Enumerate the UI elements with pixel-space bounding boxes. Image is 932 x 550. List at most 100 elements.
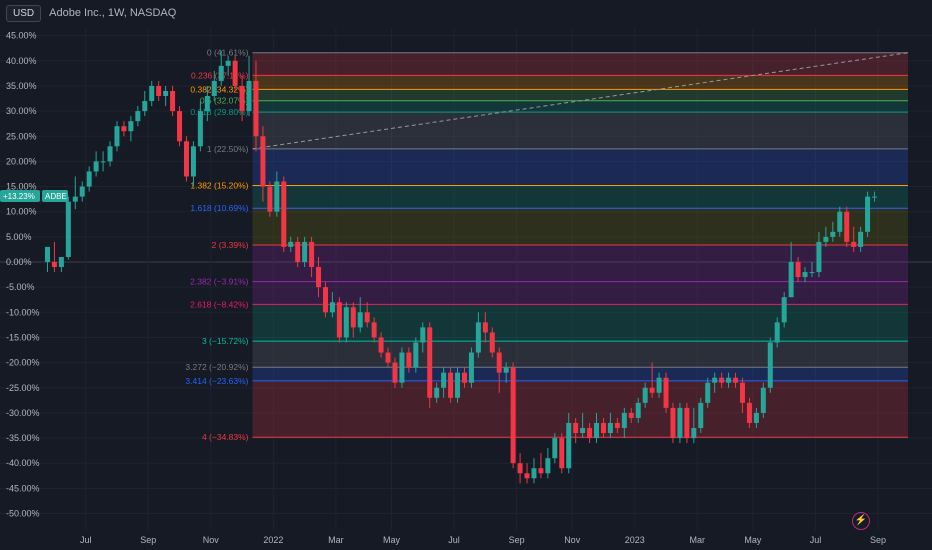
fibonacci-extension[interactable]: 0 (41.61%)0.236 (37.11%)0.382 (34.32%)0.… bbox=[185, 48, 909, 442]
candle-body bbox=[288, 241, 294, 247]
candle-body bbox=[309, 241, 315, 268]
fib-level-label: 0.618 (29.80%) bbox=[190, 107, 248, 117]
candle-body bbox=[434, 387, 440, 398]
candle-body bbox=[427, 327, 433, 398]
candle-body bbox=[594, 422, 600, 439]
currency-button[interactable]: USD bbox=[6, 4, 42, 22]
y-axis: 45.00% 40.00% 35.00% 30.00% 25.00% 20.00% 15.0… bbox=[6, 31, 40, 519]
fib-zone bbox=[252, 89, 908, 101]
candle-body bbox=[607, 422, 613, 434]
candle-body bbox=[566, 422, 572, 469]
candle-body bbox=[211, 80, 217, 97]
candle-body bbox=[600, 422, 606, 434]
y-tick-label: -50.00% bbox=[6, 509, 40, 519]
lightning-icon[interactable]: ⚡ bbox=[852, 512, 870, 530]
candle-body bbox=[336, 302, 342, 338]
candle-body bbox=[482, 322, 488, 333]
fib-level-label: 3 (−15.72%) bbox=[202, 336, 249, 346]
candle-body bbox=[72, 196, 78, 202]
fib-zone bbox=[252, 100, 908, 113]
candle-body bbox=[392, 362, 398, 383]
candle-body bbox=[795, 262, 801, 278]
candle-body bbox=[510, 367, 516, 464]
candle-body bbox=[739, 382, 745, 403]
candle-body bbox=[385, 352, 391, 363]
price-badge-ticker: ADBE bbox=[45, 192, 67, 201]
y-tick-label: -15.00% bbox=[6, 332, 40, 342]
x-tick-label: May bbox=[744, 535, 762, 545]
candle-body bbox=[79, 186, 85, 197]
fib-trend-line bbox=[252, 52, 909, 150]
candle-body bbox=[253, 80, 259, 137]
candle-body bbox=[93, 161, 99, 172]
x-tick-label: Mar bbox=[690, 535, 706, 545]
candle-body bbox=[295, 241, 301, 262]
candle-body bbox=[684, 407, 690, 439]
x-tick-label: Nov bbox=[203, 535, 220, 545]
candle-body bbox=[316, 267, 322, 288]
candle-body bbox=[614, 422, 620, 428]
candle-body bbox=[503, 367, 509, 373]
fib-level-label: 4 (−34.83%) bbox=[202, 432, 249, 442]
candle-body bbox=[628, 412, 634, 418]
candle-body bbox=[538, 468, 544, 474]
candle-body bbox=[461, 372, 467, 383]
candle-body bbox=[781, 297, 787, 323]
x-tick-label: Jul bbox=[810, 535, 822, 545]
candle-body bbox=[830, 231, 836, 237]
fib-level-label: 2.618 (−8.42%) bbox=[190, 299, 249, 309]
candle-body bbox=[719, 377, 725, 383]
fib-level-label: 0 (41.61%) bbox=[207, 48, 249, 58]
candle-body bbox=[114, 126, 120, 147]
candle-body bbox=[364, 312, 370, 323]
y-tick-label: 25.00% bbox=[6, 131, 37, 141]
x-tick-label: 2023 bbox=[625, 535, 645, 545]
fib-zone bbox=[252, 52, 908, 76]
fib-level-label: 2 (3.39%) bbox=[212, 240, 249, 250]
candle-body bbox=[573, 422, 579, 434]
candle-body bbox=[58, 256, 64, 268]
symbol-title: Adobe Inc., 1W, NASDAQ bbox=[49, 7, 177, 19]
candle-body bbox=[170, 90, 176, 112]
candle-body bbox=[177, 111, 183, 142]
candle-body bbox=[302, 241, 308, 262]
candle-body bbox=[753, 412, 759, 423]
y-tick-label: -10.00% bbox=[6, 307, 40, 317]
fib-level-label: 0.5 (32.07%) bbox=[200, 96, 249, 106]
fib-level-label: 2.382 (−3.91%) bbox=[190, 277, 249, 287]
candle-body bbox=[260, 136, 266, 187]
candle-body bbox=[232, 60, 238, 86]
candle-body bbox=[413, 342, 419, 368]
y-tick-label: 30.00% bbox=[6, 106, 37, 116]
candle-body bbox=[135, 111, 141, 122]
fib-zone bbox=[252, 112, 908, 149]
candle-body bbox=[44, 246, 50, 262]
candle-body bbox=[197, 111, 203, 147]
y-tick-label: 20.00% bbox=[6, 156, 37, 166]
candle-body bbox=[163, 90, 169, 97]
candle-body bbox=[726, 377, 732, 383]
y-tick-label: -40.00% bbox=[6, 458, 40, 468]
candle-body bbox=[239, 85, 245, 112]
x-tick-label: 2022 bbox=[263, 535, 283, 545]
candle-body bbox=[767, 342, 773, 388]
candle-body bbox=[698, 402, 704, 428]
candle-body bbox=[218, 65, 224, 81]
candle-body bbox=[872, 196, 878, 198]
candle-body bbox=[100, 161, 106, 163]
candle-body bbox=[663, 377, 669, 408]
x-tick-label: Nov bbox=[564, 535, 581, 545]
candle-body bbox=[246, 80, 252, 112]
candle-body bbox=[225, 60, 231, 66]
fib-zone bbox=[252, 148, 908, 186]
y-tick-label: 15.00% bbox=[6, 182, 37, 192]
candle-body bbox=[788, 262, 794, 298]
candle-body bbox=[267, 186, 273, 212]
candle-body bbox=[183, 141, 189, 177]
y-tick-label: 0.00% bbox=[6, 257, 32, 267]
candle-body bbox=[448, 372, 454, 398]
candlestick-series bbox=[44, 50, 878, 484]
candle-body bbox=[190, 146, 196, 177]
candle-body bbox=[733, 377, 739, 383]
